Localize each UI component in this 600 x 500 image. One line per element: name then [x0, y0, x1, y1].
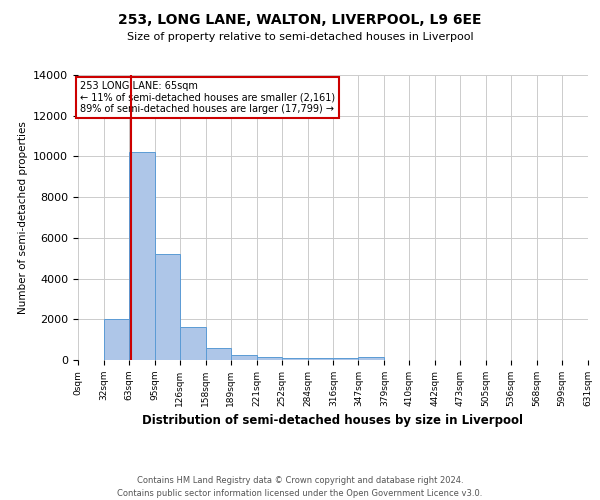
Bar	[358, 357, 385, 360]
Bar	[104, 320, 129, 360]
Bar	[308, 358, 334, 360]
Text: Contains HM Land Registry data © Crown copyright and database right 2024.: Contains HM Land Registry data © Crown c…	[137, 476, 463, 485]
Y-axis label: Number of semi-detached properties: Number of semi-detached properties	[17, 121, 28, 314]
Bar	[155, 254, 180, 360]
Text: Size of property relative to semi-detached houses in Liverpool: Size of property relative to semi-detach…	[127, 32, 473, 42]
Bar	[231, 355, 257, 360]
Bar	[257, 357, 281, 360]
Text: 253 LONG LANE: 65sqm
← 11% of semi-detached houses are smaller (2,161)
89% of se: 253 LONG LANE: 65sqm ← 11% of semi-detac…	[80, 81, 335, 114]
X-axis label: Distribution of semi-detached houses by size in Liverpool: Distribution of semi-detached houses by …	[143, 414, 523, 428]
Text: 253, LONG LANE, WALTON, LIVERPOOL, L9 6EE: 253, LONG LANE, WALTON, LIVERPOOL, L9 6E…	[118, 12, 482, 26]
Bar	[206, 348, 231, 360]
Bar	[129, 152, 155, 360]
Bar	[334, 358, 358, 360]
Bar	[180, 328, 206, 360]
Bar	[281, 358, 308, 360]
Text: Contains public sector information licensed under the Open Government Licence v3: Contains public sector information licen…	[118, 489, 482, 498]
